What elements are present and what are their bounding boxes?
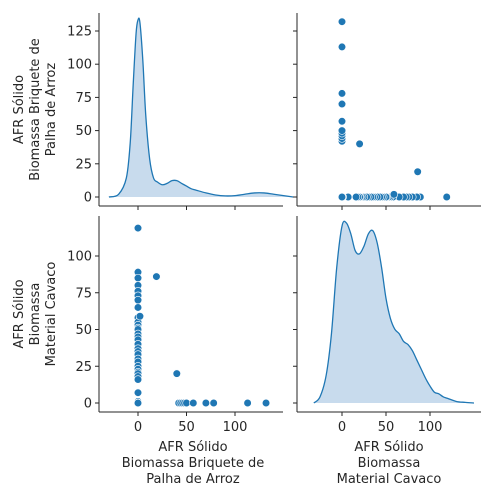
panel-scatter-cavaco-vs-briquete	[293, 13, 481, 210]
p10-point	[182, 398, 191, 408]
x-axis-label-briquete: Biomassa Briquete de	[122, 456, 265, 471]
p10-xtick-label: 100	[223, 420, 248, 435]
p10-ytick-label: 75	[75, 286, 92, 301]
p10-point	[133, 273, 143, 283]
p01-point	[337, 89, 347, 98]
p00-ytick-label: 0	[84, 191, 92, 206]
x-axis-label-cavaco: Biomassa	[358, 456, 421, 471]
p10-point	[133, 296, 143, 305]
p01-point	[337, 192, 347, 202]
kde-briquete-kde-line	[108, 17, 294, 198]
p01-point	[337, 126, 347, 135]
p00-ytick-label: 100	[67, 58, 92, 73]
kde-cavaco-kde-line	[313, 220, 475, 404]
y-axis-label-briquete: Biomassa Briquete de	[28, 38, 43, 181]
p01-point	[389, 190, 399, 199]
kde-cavaco-kde-area	[313, 221, 474, 403]
p01-point	[413, 167, 422, 176]
x-axis-label-cavaco: AFR Sólido	[354, 440, 423, 455]
y-axis-label-cavaco: Biomassa	[28, 283, 43, 346]
p11-xtick-label: 100	[418, 420, 443, 435]
p10-point	[133, 398, 143, 408]
p10-point	[133, 388, 143, 397]
y-axis-label-cavaco: AFR Sólido	[12, 279, 27, 348]
p10-xtick-label: 0	[134, 420, 142, 435]
p10-point	[189, 398, 198, 408]
p01-point	[442, 192, 451, 202]
y-axis-label-cavaco: Material Cavaco	[44, 262, 59, 367]
x-axis-label-briquete: Palha de Arroz	[146, 472, 240, 487]
x-axis-label-cavaco: Material Cavaco	[337, 472, 442, 487]
p00-ytick-label: 75	[75, 91, 92, 106]
p10-point	[152, 272, 161, 281]
p01-point	[337, 117, 347, 126]
p10-point	[133, 375, 143, 384]
p10-point	[209, 398, 218, 408]
y-axis-label-briquete: AFR Sólido	[12, 75, 27, 144]
p01-point	[337, 99, 347, 109]
p10-ytick-label: 0	[84, 397, 92, 412]
x-axis-label-briquete: AFR Sólido	[158, 440, 227, 455]
p10-point	[243, 398, 252, 408]
p00-ytick-label: 25	[75, 157, 92, 172]
p01-point	[351, 192, 361, 202]
p00-ytick-label: 125	[67, 25, 92, 40]
p10-point	[133, 223, 143, 233]
p10-point	[201, 398, 210, 408]
p01-point	[355, 139, 364, 148]
p10-point	[135, 312, 145, 321]
panel-kde-cavaco: 0 50 100	[293, 216, 481, 435]
p01-point	[337, 17, 347, 26]
p10-ytick-label: 50	[75, 323, 92, 338]
y-axis-label-briquete: Palha de Arroz	[44, 63, 59, 157]
p00-ytick-label: 50	[75, 124, 92, 139]
p11-xtick-label: 0	[338, 420, 346, 435]
panel-scatter-briquete-vs-cavaco: 0 50 100 0 25 50 75 100	[67, 216, 283, 435]
p10-xtick-label: 50	[178, 420, 195, 435]
p01-point	[337, 42, 347, 52]
p11-xtick-label: 50	[378, 420, 395, 435]
p10-ytick-label: 100	[67, 250, 92, 265]
kde-briquete-kde-area	[108, 18, 294, 197]
p10-point	[261, 398, 271, 408]
panel-kde-briquete: 0 25 50 75 100 125	[67, 13, 294, 210]
p10-point	[133, 303, 143, 312]
p10-point	[172, 369, 181, 378]
p10-ytick-label: 25	[75, 360, 92, 375]
